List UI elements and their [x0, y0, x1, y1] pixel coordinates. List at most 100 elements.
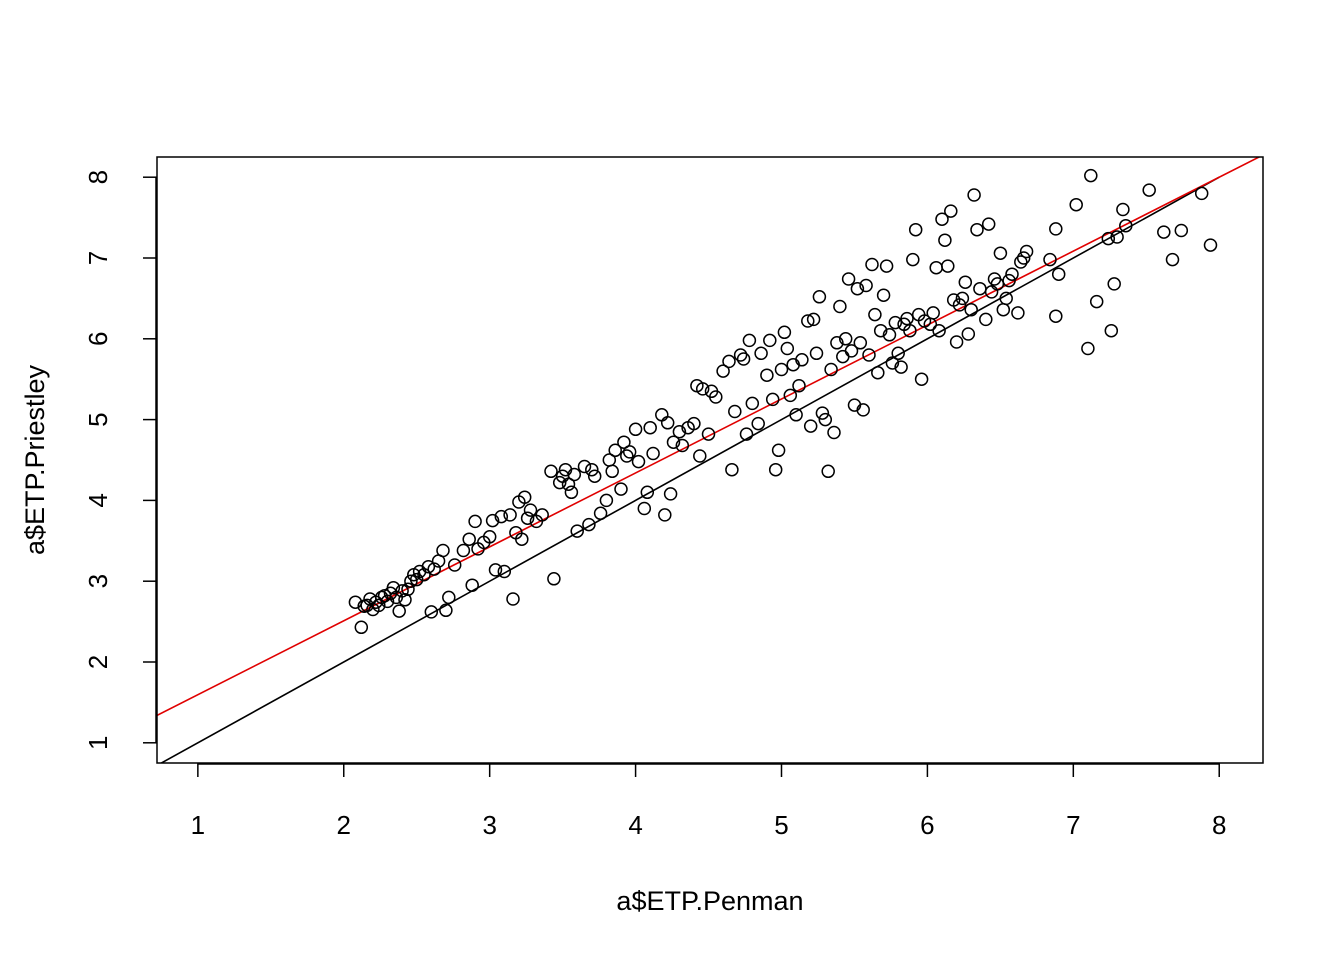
data-point: [900, 311, 914, 326]
data-point: [605, 464, 619, 479]
data-point: [1016, 251, 1031, 265]
data-point: [1089, 294, 1104, 309]
x-tick-label: 3: [482, 810, 496, 840]
data-point: [908, 222, 923, 237]
data-point: [903, 323, 917, 338]
data-point: [1116, 202, 1130, 217]
data-point: [1002, 273, 1016, 288]
data-point: [952, 298, 967, 312]
data-points: [348, 168, 1218, 635]
data-point: [821, 464, 835, 479]
data-point: [427, 562, 441, 576]
data-point: [803, 419, 818, 433]
data-point: [853, 336, 868, 350]
data-point: [637, 501, 652, 516]
data-point: [818, 412, 833, 427]
data-point: [958, 275, 973, 289]
data-point: [660, 416, 675, 430]
data-point: [547, 572, 561, 586]
data-point: [780, 341, 795, 356]
data-point: [865, 257, 879, 272]
y-axis-title: a$ETP.Priestley: [20, 364, 50, 555]
data-point: [599, 493, 614, 508]
data-point: [1194, 186, 1209, 201]
data-point: [809, 346, 824, 361]
x-tick-label: 4: [628, 810, 642, 840]
data-point: [675, 438, 690, 453]
data-point: [517, 490, 532, 504]
data-point: [1084, 168, 1098, 183]
data-point: [395, 584, 409, 598]
data-point: [663, 487, 678, 501]
data-point: [577, 459, 592, 474]
data-point: [709, 390, 723, 404]
data-point: [485, 513, 500, 528]
data-point: [792, 378, 806, 393]
data-point: [1165, 252, 1180, 267]
data-point: [465, 578, 479, 592]
data-point: [736, 352, 751, 366]
x-axis-title: a$ETP.Penman: [616, 886, 803, 916]
data-point: [1101, 231, 1116, 246]
data-point: [838, 332, 853, 346]
data-point: [535, 508, 549, 522]
data-point: [765, 392, 780, 407]
data-point: [1081, 341, 1095, 356]
data-point: [795, 353, 809, 367]
data-point: [996, 302, 1011, 317]
data-point: [1019, 244, 1034, 259]
data-point: [515, 532, 529, 546]
data-point: [873, 323, 888, 338]
data-point: [938, 233, 952, 247]
data-point: [585, 462, 599, 477]
y-tick-label: 7: [83, 251, 113, 265]
data-point: [955, 291, 970, 306]
data-point: [561, 477, 576, 491]
data-point: [824, 362, 838, 377]
data-point: [949, 335, 964, 349]
data-point: [620, 449, 634, 463]
data-point: [643, 420, 657, 435]
data-point: [812, 290, 827, 304]
data-point: [827, 425, 841, 440]
data-point: [439, 603, 453, 618]
data-point: [888, 315, 903, 330]
data-point: [1014, 255, 1028, 269]
data-point: [1119, 218, 1133, 233]
data-point: [1203, 238, 1218, 252]
identity-line: [159, 176, 1220, 763]
data-point: [882, 328, 897, 342]
data-point: [404, 574, 418, 588]
data-point: [841, 272, 856, 286]
x-axis: 1 2 3 4 5 6 7 8: [191, 763, 1226, 840]
x-tick-label: 1: [191, 810, 205, 840]
data-point: [401, 582, 415, 597]
data-point: [967, 188, 981, 202]
data-point: [687, 416, 701, 431]
plot-frame: [156, 156, 1264, 764]
y-tick-label: 6: [83, 332, 113, 346]
y-axis: 1 2 3 4 5 6 7 8: [83, 170, 157, 750]
data-point: [833, 299, 847, 314]
data-point: [494, 509, 509, 524]
data-point: [386, 580, 401, 595]
data-point: [544, 464, 558, 479]
data-point: [456, 543, 471, 558]
data-point: [739, 427, 754, 441]
data-point: [666, 435, 681, 449]
data-point: [462, 532, 476, 546]
data-point: [447, 558, 462, 572]
data-point: [442, 590, 456, 605]
data-point: [628, 422, 643, 437]
data-point: [944, 204, 958, 218]
y-tick-label: 2: [83, 655, 113, 669]
data-point: [1049, 222, 1063, 236]
data-point: [1157, 225, 1171, 239]
data-point: [497, 564, 512, 579]
data-point: [468, 514, 482, 529]
data-point: [1174, 223, 1189, 238]
data-point: [777, 325, 792, 340]
data-point: [488, 563, 503, 577]
data-point: [868, 307, 882, 322]
